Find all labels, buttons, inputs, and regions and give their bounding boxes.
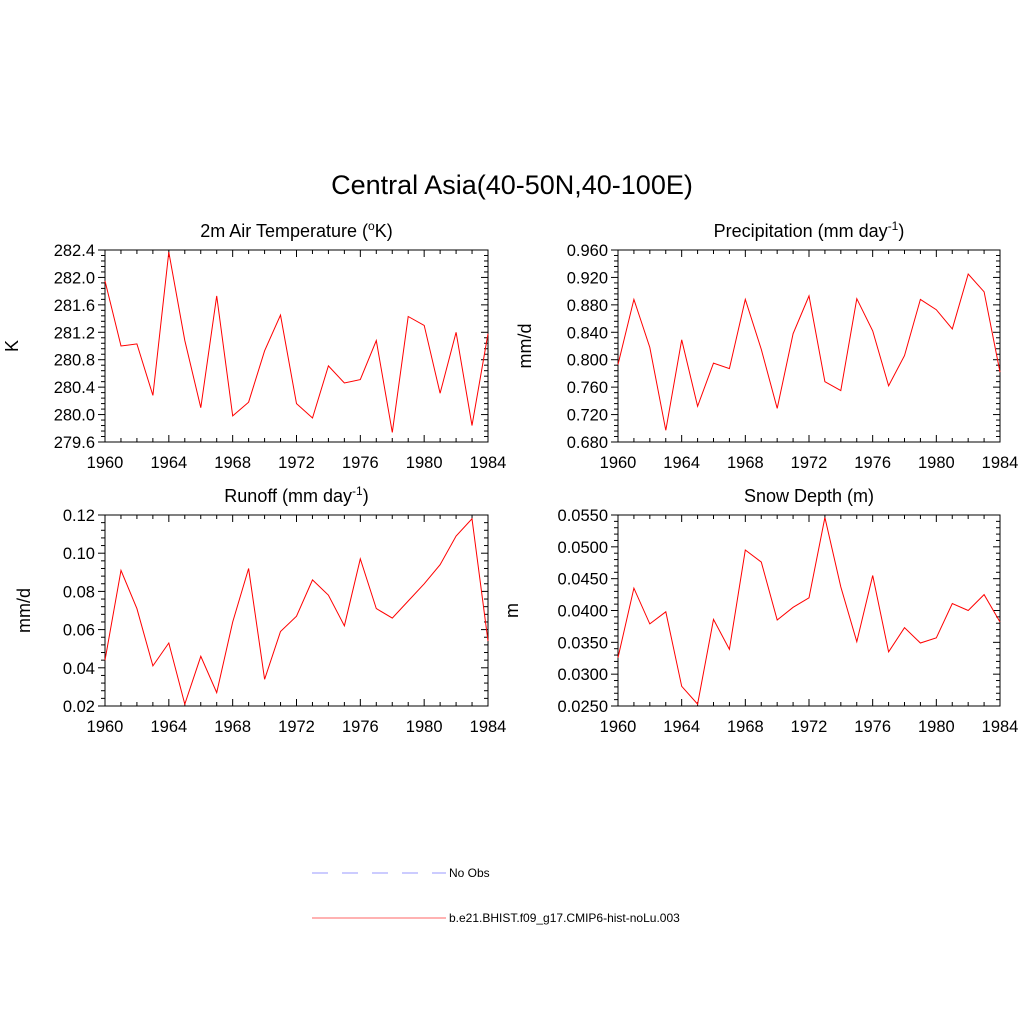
- y-axis-label: mm/d: [515, 324, 535, 369]
- x-tick-label: 1968: [727, 718, 764, 736]
- y-tick-label: 0.880: [567, 297, 608, 315]
- y-tick-label: 0.0550: [558, 507, 608, 525]
- chart-panel-1: 1960 1964 1968 1972 1976 1980 1984 279.6 280.0 28…: [2, 219, 506, 472]
- y-tick-label: 0.0500: [558, 539, 608, 557]
- x-tick-label: 1984: [982, 718, 1019, 736]
- series-line: [617, 272, 1001, 431]
- x-tick-label: 1972: [278, 454, 315, 472]
- x-tick-label: 1984: [470, 454, 507, 472]
- y-tick-label: 0.960: [567, 242, 608, 260]
- chart-panel-4: 1960 1964 1968 1972 1976 1980 1984 0.0250 0.0300…: [502, 486, 1018, 736]
- y-tick-label: 0.0250: [558, 698, 608, 716]
- y-tick-label: 0.04: [63, 660, 95, 678]
- y-tick-label: 0.10: [63, 545, 95, 563]
- series-line: [617, 517, 1001, 706]
- y-tick-label: 0.680: [567, 434, 608, 452]
- x-tick-label: 1972: [791, 718, 828, 736]
- x-tick-label: 1960: [87, 718, 124, 736]
- y-tick-label: 0.02: [63, 698, 95, 716]
- x-tick-label: 1976: [854, 454, 891, 472]
- y-axis-label: mm/d: [14, 588, 34, 633]
- legend-label: b.e21.BHIST.f09_g17.CMIP6-hist-noLu.003: [449, 911, 680, 925]
- y-tick-label: 0.800: [567, 352, 608, 370]
- legend: No Obs b.e21.BHIST.f09_g17.CMIP6-hist-noL…: [312, 866, 680, 925]
- plot-frame: [104, 249, 489, 443]
- x-tick-label: 1968: [214, 718, 251, 736]
- series-line: [104, 252, 489, 433]
- y-tick-label: 282.4: [54, 242, 95, 260]
- x-tick-label: 1960: [600, 718, 637, 736]
- y-axis-label: m: [502, 603, 522, 618]
- y-tick-label: 0.0350: [558, 634, 608, 652]
- page-title: Central Asia(40-50N,40-100E): [331, 170, 693, 200]
- x-tick-label: 1960: [600, 454, 637, 472]
- y-tick-label: 0.0400: [558, 603, 608, 621]
- chart-panel-2: 1960 1964 1968 1972 1976 1980 1984 0.680 0.720 0.…: [515, 219, 1018, 472]
- panel-title: Runoff (mm day-1): [224, 484, 368, 506]
- y-tick-label: 0.760: [567, 379, 608, 397]
- y-tick-label: 0.08: [63, 583, 95, 601]
- plot-frame: [104, 514, 489, 707]
- x-tick-label: 1976: [854, 718, 891, 736]
- y-tick-label: 281.2: [54, 324, 95, 342]
- y-axis-label: K: [2, 340, 22, 352]
- y-tick-label: 0.06: [63, 622, 95, 640]
- chart-panel-3: 1960 1964 1968 1972 1976 1980 1984 0.02 0.04 0.06…: [14, 484, 506, 736]
- x-tick-label: 1972: [791, 454, 828, 472]
- series-line: [104, 517, 489, 706]
- panel-title: Snow Depth (m): [744, 486, 874, 506]
- plot-frame: [617, 249, 1001, 443]
- x-tick-label: 1980: [918, 718, 955, 736]
- x-tick-label: 1976: [342, 454, 379, 472]
- x-tick-label: 1984: [982, 454, 1019, 472]
- x-tick-label: 1980: [406, 454, 443, 472]
- x-tick-label: 1964: [150, 718, 187, 736]
- panel-title: Precipitation (mm day-1): [714, 219, 905, 241]
- plot-frame: [617, 514, 1001, 707]
- y-tick-label: 0.920: [567, 269, 608, 287]
- x-tick-label: 1972: [278, 718, 315, 736]
- panel-title: 2m Air Temperature (oK): [200, 219, 392, 241]
- y-tick-label: 0.840: [567, 324, 608, 342]
- x-tick-label: 1968: [214, 454, 251, 472]
- y-tick-label: 280.0: [54, 407, 95, 425]
- y-tick-label: 0.0300: [558, 666, 608, 684]
- legend-label: No Obs: [449, 866, 490, 880]
- x-tick-label: 1980: [918, 454, 955, 472]
- y-tick-label: 0.720: [567, 407, 608, 425]
- y-tick-label: 0.0450: [558, 571, 608, 589]
- x-tick-label: 1964: [150, 454, 187, 472]
- x-tick-label: 1984: [470, 718, 507, 736]
- y-tick-label: 282.0: [54, 269, 95, 287]
- y-tick-label: 0.12: [63, 507, 95, 525]
- y-tick-label: 280.4: [54, 379, 95, 397]
- x-tick-label: 1968: [727, 454, 764, 472]
- y-tick-label: 280.8: [54, 352, 95, 370]
- x-tick-label: 1964: [663, 454, 700, 472]
- y-tick-label: 279.6: [54, 434, 95, 452]
- x-tick-label: 1980: [406, 718, 443, 736]
- x-tick-label: 1960: [87, 454, 124, 472]
- x-tick-label: 1964: [663, 718, 700, 736]
- y-tick-label: 281.6: [54, 297, 95, 315]
- x-tick-label: 1976: [342, 718, 379, 736]
